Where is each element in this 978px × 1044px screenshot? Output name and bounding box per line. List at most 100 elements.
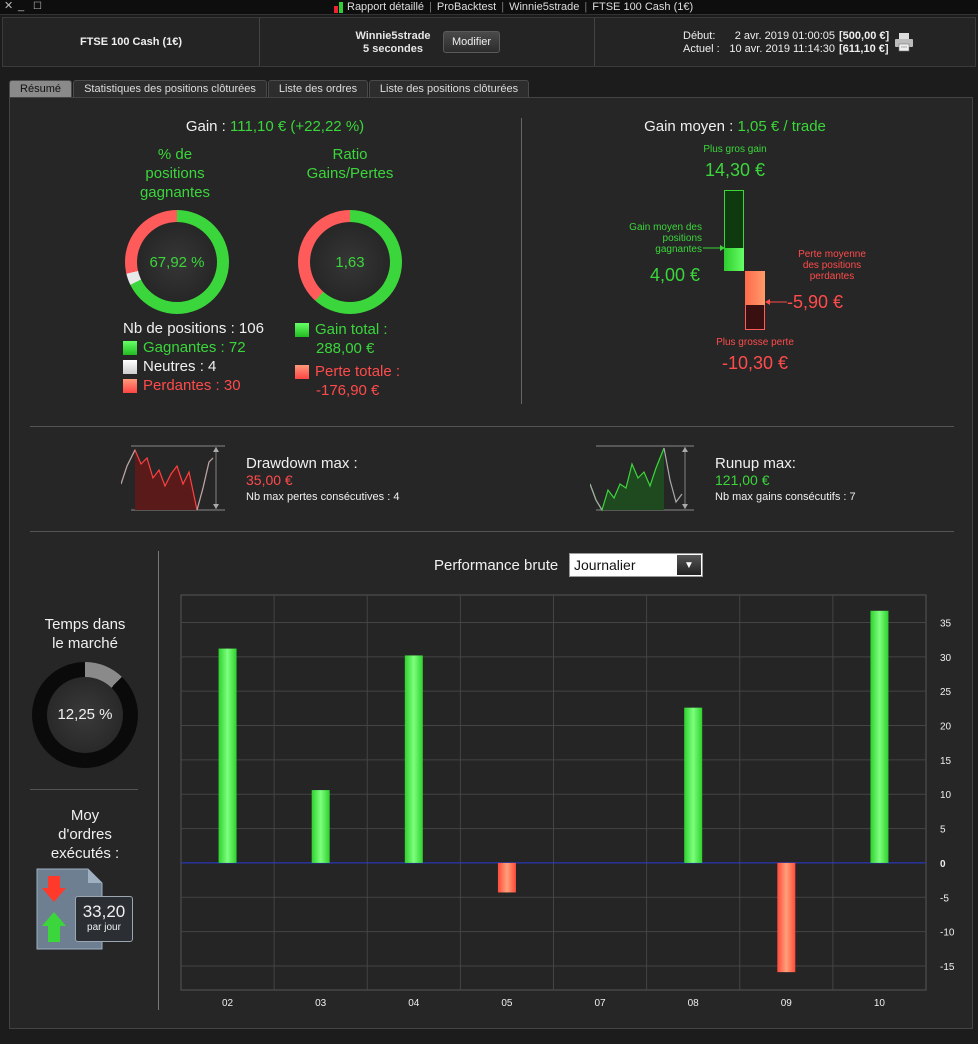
modify-button[interactable]: Modifier (443, 31, 500, 53)
drawdown-value: 35,00 € (246, 472, 293, 488)
gain-total-label: Gain total : (315, 321, 388, 338)
start-label: Début: (683, 30, 716, 42)
avg-losing-label-line: des positions (802, 260, 862, 271)
y-tick-label: 35 (940, 618, 952, 629)
chart-bar (684, 707, 703, 863)
gain-total-swatch (295, 323, 309, 338)
losing-count-row: Perdantes : 30 (123, 377, 241, 394)
y-tick-label: 5 (940, 825, 946, 836)
donut-hole (47, 677, 123, 753)
chart-bar (870, 610, 889, 863)
current-row: Actuel : 10 avr. 2019 11:14:30 [611,10 €… (683, 43, 889, 56)
chart-bar (404, 655, 423, 863)
neutral-count: Neutres : 4 (143, 358, 217, 375)
runup-chart-icon (590, 445, 694, 512)
runup-title: Runup max: (715, 455, 796, 472)
avg-losing-arrow-icon (765, 299, 787, 305)
chevron-down-icon[interactable]: ▼ (677, 555, 701, 575)
x-tick-label: 07 (595, 998, 607, 1009)
max-gain-label: Plus gros gain (703, 144, 767, 155)
loss-total-swatch (295, 365, 309, 380)
x-tick-label: 02 (222, 998, 234, 1009)
section-divider (30, 789, 138, 790)
winning-pct-title-line: % de (157, 146, 193, 163)
x-tick-label: 09 (781, 998, 793, 1009)
gain-summary: Gain : 111,10 € (+22,22 %) (100, 118, 450, 135)
winning-pct-value: 67,92 % (149, 254, 205, 271)
avg-gain-summary: Gain moyen : 1,05 € / trade (560, 118, 910, 135)
drawdown-sub: Nb max pertes consécutives : 4 (246, 491, 400, 503)
ratio-title-line: Ratio (332, 146, 368, 163)
winning-swatch (123, 341, 137, 356)
strategy-name: Winnie5strade (355, 30, 431, 42)
section-divider (521, 118, 522, 404)
x-tick-label: 05 (501, 998, 513, 1009)
info-bar: FTSE 100 Cash (1€) Winnie5strade 5 secon… (2, 17, 976, 67)
time-in-market-title: Temps dans le marché (25, 615, 145, 653)
y-tick-label: 10 (940, 790, 952, 801)
chart-bar (497, 862, 516, 893)
period-select[interactable]: Journalier ▼ (569, 553, 703, 577)
avg-winning-value: 4,00 € (650, 265, 701, 285)
start-date: 2 avr. 2019 01:00:05 (734, 30, 835, 42)
ratio-donut (298, 210, 402, 314)
section-divider (158, 551, 159, 1010)
section-divider (30, 531, 954, 532)
period-select-value: Journalier (574, 557, 636, 573)
nb-positions: Nb de positions : 106 (123, 320, 264, 337)
x-tick-label: 10 (874, 998, 886, 1009)
close-window-icon[interactable]: ✕ (4, 0, 14, 12)
drawdown-title: Drawdown max : (246, 455, 358, 472)
print-icon[interactable] (894, 32, 914, 52)
instrument-name: FTSE 100 Cash (1€) (79, 36, 183, 48)
losing-count: Perdantes : 30 (143, 377, 241, 394)
chart-bar (777, 862, 796, 973)
y-tick-label: 30 (940, 653, 952, 664)
avg-gain-label: Gain moyen : (644, 118, 734, 135)
y-tick-label: 25 (940, 687, 952, 698)
ratio-value: 1,63 (335, 254, 365, 271)
tab-resume[interactable]: Résumé (9, 80, 72, 97)
avg-winning-label-line: gagnantes (655, 244, 702, 255)
x-tick-label: 04 (408, 998, 420, 1009)
orders-title: Moy d'ordres exécutés : (25, 806, 145, 863)
orders-title-line: exécutés : (50, 845, 120, 862)
runup-sub: Nb max gains consécutifs : 7 (715, 491, 856, 503)
gain-total: Gain total : 288,00 € (295, 320, 388, 358)
title-report: Rapport détaillé (347, 1, 425, 13)
avg-loss-bar (745, 271, 765, 305)
ratio-title: Ratio Gains/Pertes (285, 145, 415, 183)
tab-orders-list[interactable]: Liste des ordres (268, 80, 368, 97)
avg-losing-label-line: Perte moyenne (798, 249, 866, 260)
avg-gain-value: 1,05 € / trade (737, 118, 826, 135)
orders-per-day-value: 33,20 (82, 902, 126, 921)
performance-chart: 35 30 25 20 15 10 5 0 -5 -10 -15 02 03 04 05 07 08 09 10 (180, 594, 955, 1009)
neutral-swatch (123, 360, 137, 375)
divider (259, 18, 260, 66)
minimize-window-icon[interactable]: _ (18, 0, 25, 12)
winning-count: Gagnantes : 72 (143, 339, 246, 356)
loss-total-label: Perte totale : (315, 363, 401, 380)
window-title: Rapport détaillé | ProBacktest | Winnie5… (334, 0, 693, 14)
time-in-market-title-line: le marché (52, 635, 118, 652)
time-in-market-title-line: Temps dans (44, 616, 126, 633)
drawdown-chart-icon (121, 445, 225, 511)
donut-hole (137, 222, 217, 302)
x-tick-label: 03 (315, 998, 327, 1009)
time-in-market-donut (32, 662, 138, 768)
tab-closed-positions[interactable]: Liste des positions clôturées (369, 80, 529, 97)
winning-pct-title-line: gagnantes (139, 184, 211, 201)
avg-winning-label-line: Gain moyen des (629, 222, 702, 233)
current-label: Actuel : (683, 43, 720, 55)
y-tick-label: 0 (940, 859, 946, 870)
chart-bar (311, 790, 330, 863)
tab-stats-positions[interactable]: Statistiques des positions clôturées (73, 80, 267, 97)
title-sep: | (429, 1, 432, 13)
winning-pct-donut (125, 210, 229, 314)
winning-pct-title-line: positions (145, 165, 205, 182)
runup-value: 121,00 € (715, 472, 770, 488)
gain-label: Gain : (185, 118, 226, 135)
title-probacktest: ProBacktest (436, 1, 497, 13)
report-candles-icon (334, 1, 344, 13)
maximize-window-icon[interactable]: ☐ (33, 1, 42, 12)
